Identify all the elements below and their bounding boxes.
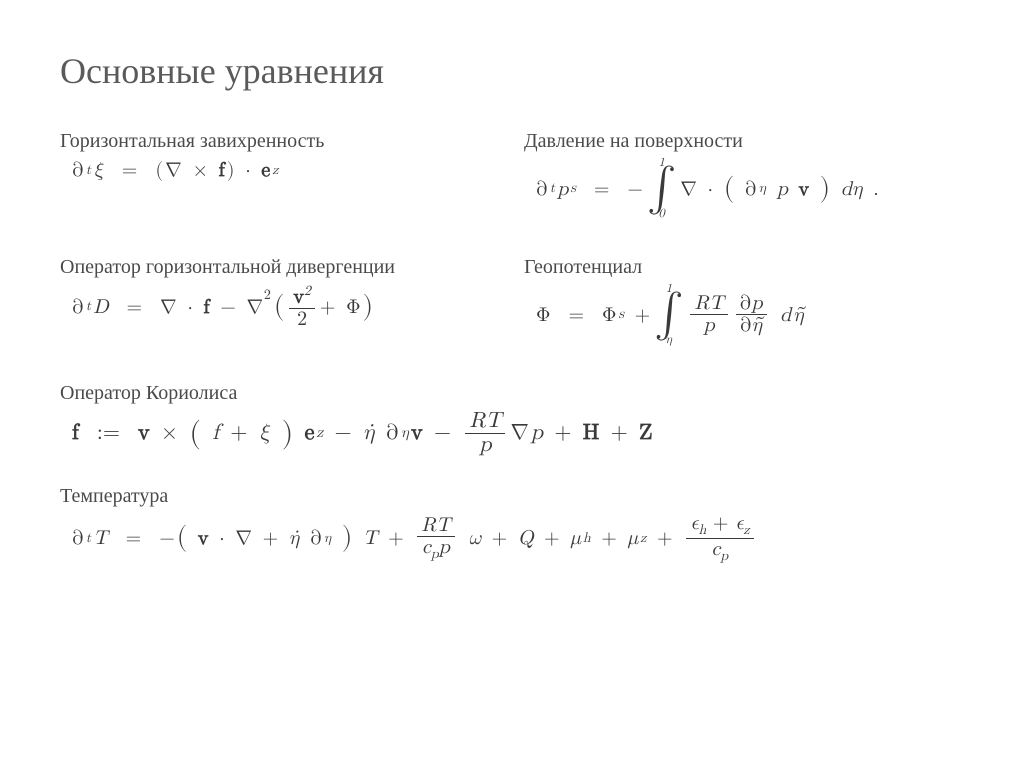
eq-temperature: ∂tT = −( v · ∇ + η̇ ∂η ) T + RT cpp ω + … <box>72 513 964 563</box>
eq-coriolis: f := v × ( f + ξ ) ez − η̇ ∂ηv − RT p ∇p… <box>72 410 964 457</box>
label-coriolis: Оператор Кориолиса <box>60 380 964 406</box>
slide-root: Основные уравнения Горизонтальная завихр… <box>0 0 1024 768</box>
block-divergence: Оператор горизонтальной дивергенции ∂tD … <box>60 254 500 372</box>
eq-vorticity: ∂tξ = (∇ × f) · ez <box>72 158 500 182</box>
block-surface-pressure: Давление на поверхности ∂tps = − 1 ∫ 0 ∇… <box>524 128 964 246</box>
block-geopotential: Геопотенциал Φ = Φs + 1 ∫ η RT p ∂p ∂η̃ <box>524 254 964 372</box>
eq-geopotential: Φ = Φs + 1 ∫ η RT p ∂p ∂η̃ dη̃ <box>536 284 964 346</box>
block-temperature: Температура ∂tT = −( v · ∇ + η̇ ∂η ) T +… <box>60 483 964 563</box>
frac-dp-deta: ∂p ∂η̃ <box>736 293 767 336</box>
page-title: Основные уравнения <box>60 50 964 92</box>
frac-eps-cp: ϵh + ϵz cp <box>686 513 753 563</box>
eq-divergence: ∂tD = ∇ · f − ∇2 ( v2 2 + Φ) <box>72 284 500 330</box>
label-geopotential: Геопотенциал <box>524 254 964 280</box>
frac-rt-p-2: RT p <box>465 410 505 457</box>
label-vorticity: Горизонтальная завихренность <box>60 128 500 154</box>
frac-rt-cpp: RT cpp <box>417 515 454 562</box>
label-temperature: Температура <box>60 483 964 509</box>
row-1: Горизонтальная завихренность ∂tξ = (∇ × … <box>60 128 964 246</box>
block-coriolis: Оператор Кориолиса f := v × ( f + ξ ) ez… <box>60 380 964 457</box>
block-vorticity: Горизонтальная завихренность ∂tξ = (∇ × … <box>60 128 500 246</box>
label-divergence: Оператор горизонтальной дивергенции <box>60 254 500 280</box>
eq-surface-pressure: ∂tps = − 1 ∫ 0 ∇ · ( ∂η p v ) dη . <box>536 158 964 220</box>
label-surface-pressure: Давление на поверхности <box>524 128 964 154</box>
row-2: Оператор горизонтальной дивергенции ∂tD … <box>60 254 964 372</box>
frac-v2-2: v2 2 <box>289 284 315 330</box>
frac-rt-p: RT p <box>690 293 727 336</box>
integral-geo: 1 ∫ η <box>654 284 683 346</box>
integral-sp: 1 ∫ 0 <box>647 158 676 220</box>
